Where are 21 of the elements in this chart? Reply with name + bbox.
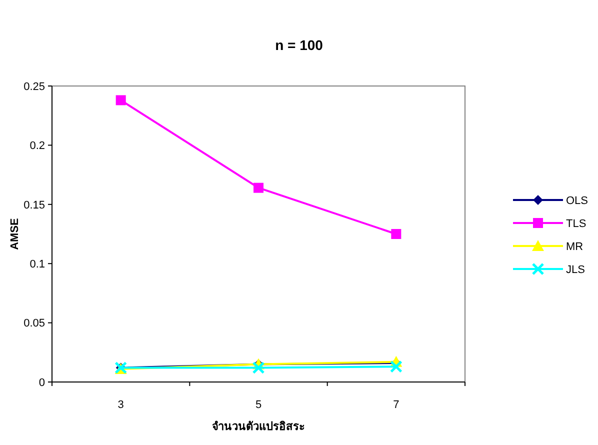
y-tick-label: 0.15 (24, 199, 45, 212)
point (252, 362, 265, 374)
legend-label: MR (566, 240, 584, 253)
y-tick-label: 0.2 (30, 140, 45, 152)
x-tick-label: 7 (393, 399, 400, 411)
point (390, 360, 402, 373)
point (391, 229, 402, 239)
legend-label: OLS (566, 194, 588, 207)
chart-title: n = 100 (275, 37, 324, 53)
y-tick-label: 0.05 (24, 318, 45, 330)
x-tick-label: 3 (118, 399, 124, 411)
point (254, 182, 264, 193)
x-tick-label: 5 (255, 399, 262, 411)
point (116, 95, 126, 106)
y-tick-label: 0.1 (30, 258, 45, 270)
legend-label: JLS (566, 264, 585, 276)
x-axis-title: จำนวนตัวแปรอิสระ (212, 420, 305, 433)
y-tick-label: 0.25 (24, 80, 45, 93)
legend-label: TLS (566, 218, 586, 230)
y-tick-label: 0 (38, 376, 45, 389)
y-axis-title: AMSE (9, 218, 21, 250)
